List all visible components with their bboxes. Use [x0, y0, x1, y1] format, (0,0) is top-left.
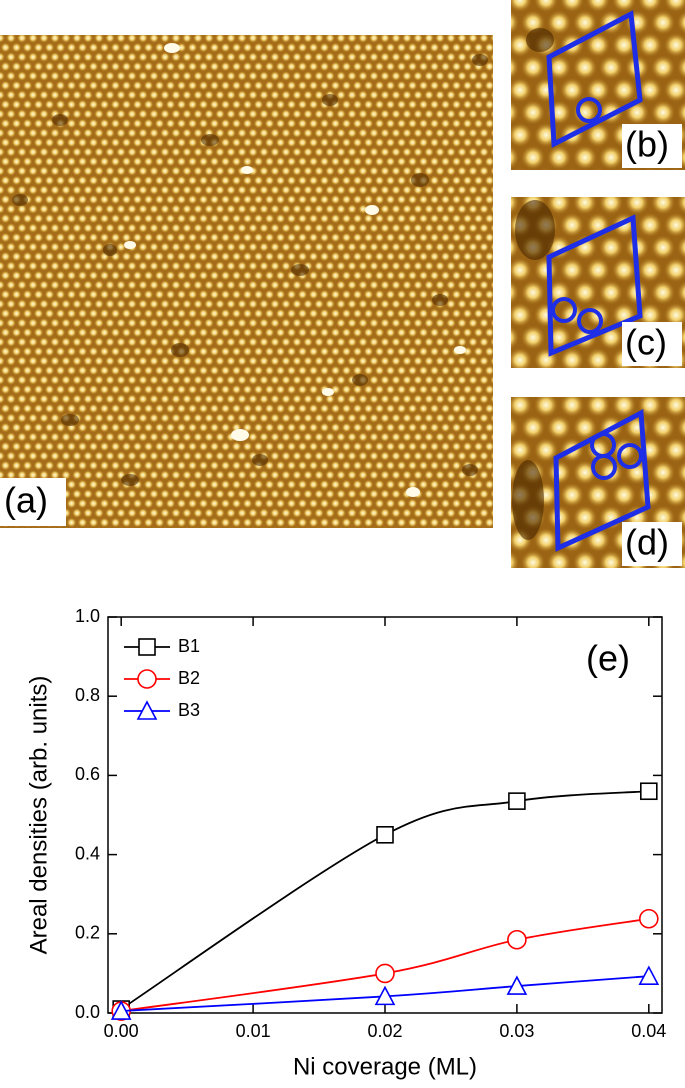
- marker-square: [138, 638, 156, 656]
- y-tick-label: 0.6: [75, 764, 100, 784]
- legend-label: B3: [178, 700, 200, 720]
- legend-label: B1: [178, 636, 200, 656]
- y-tick-label: 0.4: [75, 843, 100, 863]
- marker-circle: [639, 908, 659, 929]
- y-tick-label: 0.2: [75, 923, 100, 943]
- marker-circle: [137, 669, 157, 689]
- x-tick-label: 0.03: [499, 1021, 534, 1041]
- panel-label: (d): [625, 522, 669, 563]
- marker-square: [640, 782, 658, 801]
- x-tick-label: 0.02: [367, 1021, 402, 1041]
- marker-circle: [375, 963, 395, 984]
- marker-triangle: [110, 1000, 132, 1020]
- series-line: [121, 975, 649, 1012]
- legend-label: B2: [178, 668, 200, 688]
- marker-triangle: [506, 975, 528, 995]
- series-line: [121, 917, 649, 1012]
- panel-label: (c): [625, 322, 667, 363]
- x-tick-label: 0.00: [104, 1021, 139, 1041]
- marker-triangle: [374, 985, 396, 1006]
- stm-image-c: (c): [511, 197, 685, 368]
- marker-triangle: [638, 965, 660, 985]
- x-tick-label: 0.01: [236, 1021, 271, 1041]
- marker-square: [376, 825, 394, 844]
- panel-label: (a): [4, 480, 48, 521]
- panel-label: (b): [625, 124, 669, 165]
- y-tick-label: 1.0: [75, 606, 100, 626]
- y-tick-label: 0.0: [75, 1002, 100, 1022]
- x-axis-label: Ni coverage (ML): [293, 1053, 477, 1080]
- chart-annotation: (e): [586, 638, 630, 679]
- series-line: [120, 790, 649, 1010]
- y-axis-label: Areal densities (arb. units): [25, 676, 52, 955]
- stm-image-a: (a): [0, 35, 493, 528]
- stm-image-b: (b): [511, 0, 685, 170]
- x-tick-label: 0.04: [631, 1021, 666, 1041]
- marker-square: [508, 792, 526, 810]
- y-tick-label: 0.8: [75, 685, 100, 705]
- marker-circle: [507, 929, 527, 950]
- marker-triangle: [136, 700, 158, 720]
- stm-image-d: (d): [511, 397, 685, 568]
